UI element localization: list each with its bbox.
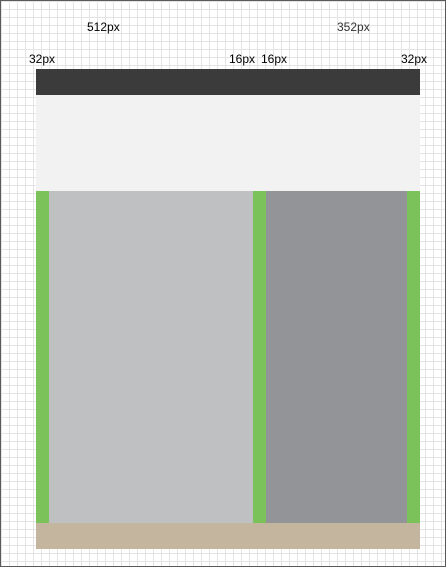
footer-bar xyxy=(36,523,420,549)
outer-margin-right-label: 32px xyxy=(401,52,428,66)
inner-gutter-left-label: 16px xyxy=(229,52,256,66)
banner-area xyxy=(36,95,420,191)
side-column xyxy=(266,191,407,523)
left-margin-strip xyxy=(36,191,49,523)
outer-margin-left-label: 32px xyxy=(29,52,56,66)
inner-gutter-right-label: 16px xyxy=(261,52,288,66)
side-width-label: 352px xyxy=(337,20,370,34)
main-width-label: 512px xyxy=(87,20,120,34)
header-bar xyxy=(36,69,420,95)
main-column xyxy=(49,191,253,523)
center-gutter-strip xyxy=(253,191,266,523)
right-margin-strip xyxy=(407,191,420,523)
